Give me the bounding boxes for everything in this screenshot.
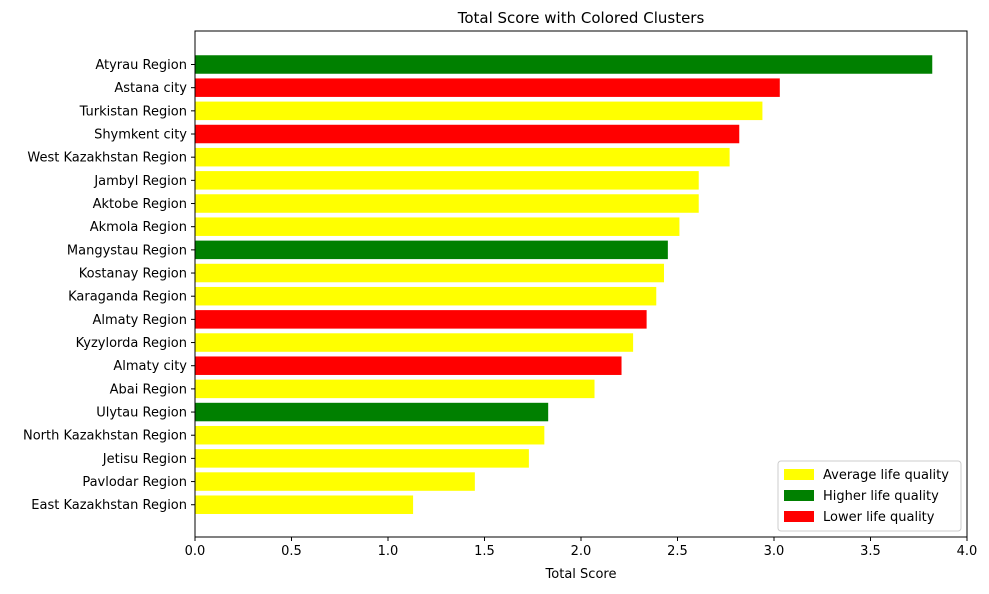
legend-swatch [784,511,814,522]
x-tick-label: 1.5 [474,544,495,559]
bar [195,449,529,468]
chart-title: Total Score with Colored Clusters [457,9,705,27]
x-tick-label: 3.0 [764,544,785,559]
bar [195,310,647,329]
legend: Average life quality Higher life quality L… [777,460,962,532]
bar [195,425,545,445]
bar [195,356,622,375]
bar [195,147,730,167]
legend-swatch [784,490,814,501]
x-axis-label: Total Score [545,567,617,582]
y-tick-label: Jetisu Region [102,452,187,467]
legend-label: Higher life quality [823,489,939,504]
bar [195,55,933,74]
bar [195,495,414,514]
x-tick-label: 0.5 [281,544,302,559]
x-tick-label: 3.5 [860,544,881,559]
bar [195,101,763,121]
y-tick-label: Aktobe Region [93,197,187,212]
plot-frame [194,30,968,538]
bar [195,78,780,97]
bars-layer [195,55,933,514]
x-tick-label: 1.0 [378,544,399,559]
bar [195,240,668,260]
y-tick-label: Astana city [114,81,187,96]
legend-swatch [784,469,814,480]
x-tick-label: 4.0 [957,544,978,559]
bar [195,472,475,491]
bar [195,286,657,306]
x-tick-label: 2.0 [571,544,592,559]
y-tick-label: Kyzylorda Region [76,336,187,351]
legend-label: Lower life quality [823,510,935,525]
bar [195,333,634,352]
y-tick-label: North Kazakhstan Region [23,429,187,444]
y-tick-label: Kostanay Region [79,267,187,282]
bar [195,379,595,399]
x-tick-label: 0.0 [185,544,206,559]
y-tick-label: Atyrau Region [95,58,187,73]
y-tick-label: Jambyl Region [93,174,187,189]
legend-label: Average life quality [823,468,949,483]
y-tick-label: Turkistan Region [79,104,187,119]
x-tick-label: 2.5 [667,544,688,559]
y-tick-label: Pavlodar Region [82,475,187,490]
x-ticks: 0.0 0.5 1.0 1.5 2.0 2.5 3.0 3.5 4.0 [185,537,978,559]
bar [195,263,664,283]
bar [195,402,549,422]
y-tick-label: Almaty Region [92,313,187,328]
bar [195,171,699,190]
y-tick-labels: Atyrau Region Astana city Turkistan Region… [23,58,195,513]
y-tick-label: Ulytau Region [96,406,187,421]
y-tick-label: Abai Region [110,382,187,397]
y-tick-label: Akmola Region [90,220,187,235]
y-tick-label: East Kazakhstan Region [31,498,187,513]
legend-box [777,460,962,532]
y-tick-label: Shymkent city [94,128,187,143]
bar [195,217,680,236]
y-tick-label: Mangystau Region [67,243,187,258]
y-tick-label: Karaganda Region [68,290,187,305]
bar [195,124,740,144]
bar [195,194,699,213]
y-tick-label: West Kazakhstan Region [27,151,187,166]
y-tick-label: Almaty city [113,359,187,374]
